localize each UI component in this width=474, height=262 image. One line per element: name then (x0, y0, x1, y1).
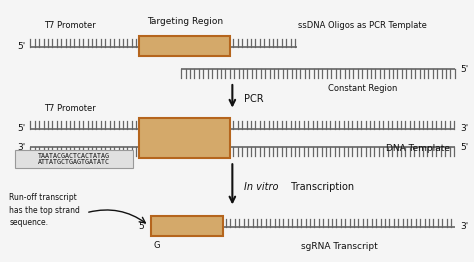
Bar (139, 36, 230, 56)
Bar (15, 150, 133, 168)
Text: ssDNA Oligos as PCR Template: ssDNA Oligos as PCR Template (298, 21, 427, 30)
Text: DNA Template: DNA Template (386, 144, 450, 152)
Text: 5': 5' (18, 124, 26, 133)
Text: T7 Promoter: T7 Promoter (44, 104, 96, 113)
Text: 3': 3' (460, 222, 468, 231)
Bar (139, 118, 230, 158)
Text: Constant Region: Constant Region (328, 84, 397, 93)
Text: 5': 5' (460, 65, 468, 74)
Text: T7 Promoter: T7 Promoter (44, 21, 96, 30)
Bar (151, 216, 223, 236)
Text: TAATACGACTCACTATAG: TAATACGACTCACTATAG (38, 153, 110, 159)
Text: sgRNA Transcript: sgRNA Transcript (301, 242, 378, 251)
Text: 5': 5' (460, 143, 468, 152)
Text: 3': 3' (18, 143, 26, 152)
Text: 5': 5' (18, 42, 26, 51)
Text: In vitro: In vitro (244, 182, 278, 192)
Text: 5': 5' (138, 222, 146, 231)
Text: G: G (154, 241, 160, 250)
Text: PCR: PCR (244, 94, 264, 104)
Text: 3': 3' (460, 124, 468, 133)
Text: ATTATGCTGAGTGATATC: ATTATGCTGAGTGATATC (38, 159, 110, 165)
Text: Transcription: Transcription (288, 182, 354, 192)
Text: Run-off transcript
has the top strand
sequence.: Run-off transcript has the top strand se… (9, 193, 80, 227)
Text: Targeting Region: Targeting Region (146, 17, 223, 26)
